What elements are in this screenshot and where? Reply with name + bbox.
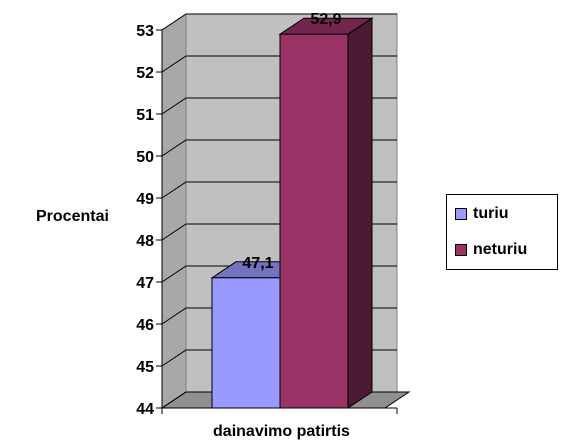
legend-item-neturiu: neturiu bbox=[455, 241, 527, 259]
data-label-neturiu: 52,9 bbox=[310, 11, 341, 28]
bars: 47,1 52,9 bbox=[210, 11, 374, 409]
legend-swatch-turiu bbox=[455, 208, 467, 220]
y-axis: 44 45 46 47 48 49 50 51 52 53 bbox=[136, 23, 398, 418]
y-tick-label: 49 bbox=[136, 191, 154, 208]
legend-item-turiu: turiu bbox=[455, 205, 509, 223]
y-tick-label: 48 bbox=[136, 233, 154, 250]
y-tick-label: 50 bbox=[136, 149, 154, 166]
legend-swatch-neturiu bbox=[455, 244, 467, 256]
y-tick-label: 45 bbox=[136, 359, 154, 376]
bar-front-neturiu bbox=[279, 33, 349, 409]
legend-label-turiu: turiu bbox=[473, 205, 509, 222]
y-axis-label: Procentai bbox=[36, 208, 109, 225]
bar-side-neturiu bbox=[347, 17, 373, 409]
y-tick-label: 51 bbox=[136, 107, 154, 124]
data-label-turiu: 47,1 bbox=[242, 255, 273, 272]
y-tick-label: 44 bbox=[136, 401, 154, 418]
y-tick-label: 47 bbox=[136, 275, 154, 292]
side-wall bbox=[161, 13, 187, 409]
legend: turiu neturiu bbox=[446, 194, 558, 270]
y-tick-label: 53 bbox=[136, 23, 154, 40]
bar-front-turiu bbox=[211, 277, 281, 409]
y-tick-label: 46 bbox=[136, 317, 154, 334]
bar-neturiu bbox=[278, 17, 374, 409]
legend-label-neturiu: neturiu bbox=[473, 241, 528, 258]
y-tick-label: 52 bbox=[136, 65, 154, 82]
x-axis-label: dainavimo patirtis bbox=[213, 423, 350, 440]
gridline bbox=[161, 13, 397, 31]
